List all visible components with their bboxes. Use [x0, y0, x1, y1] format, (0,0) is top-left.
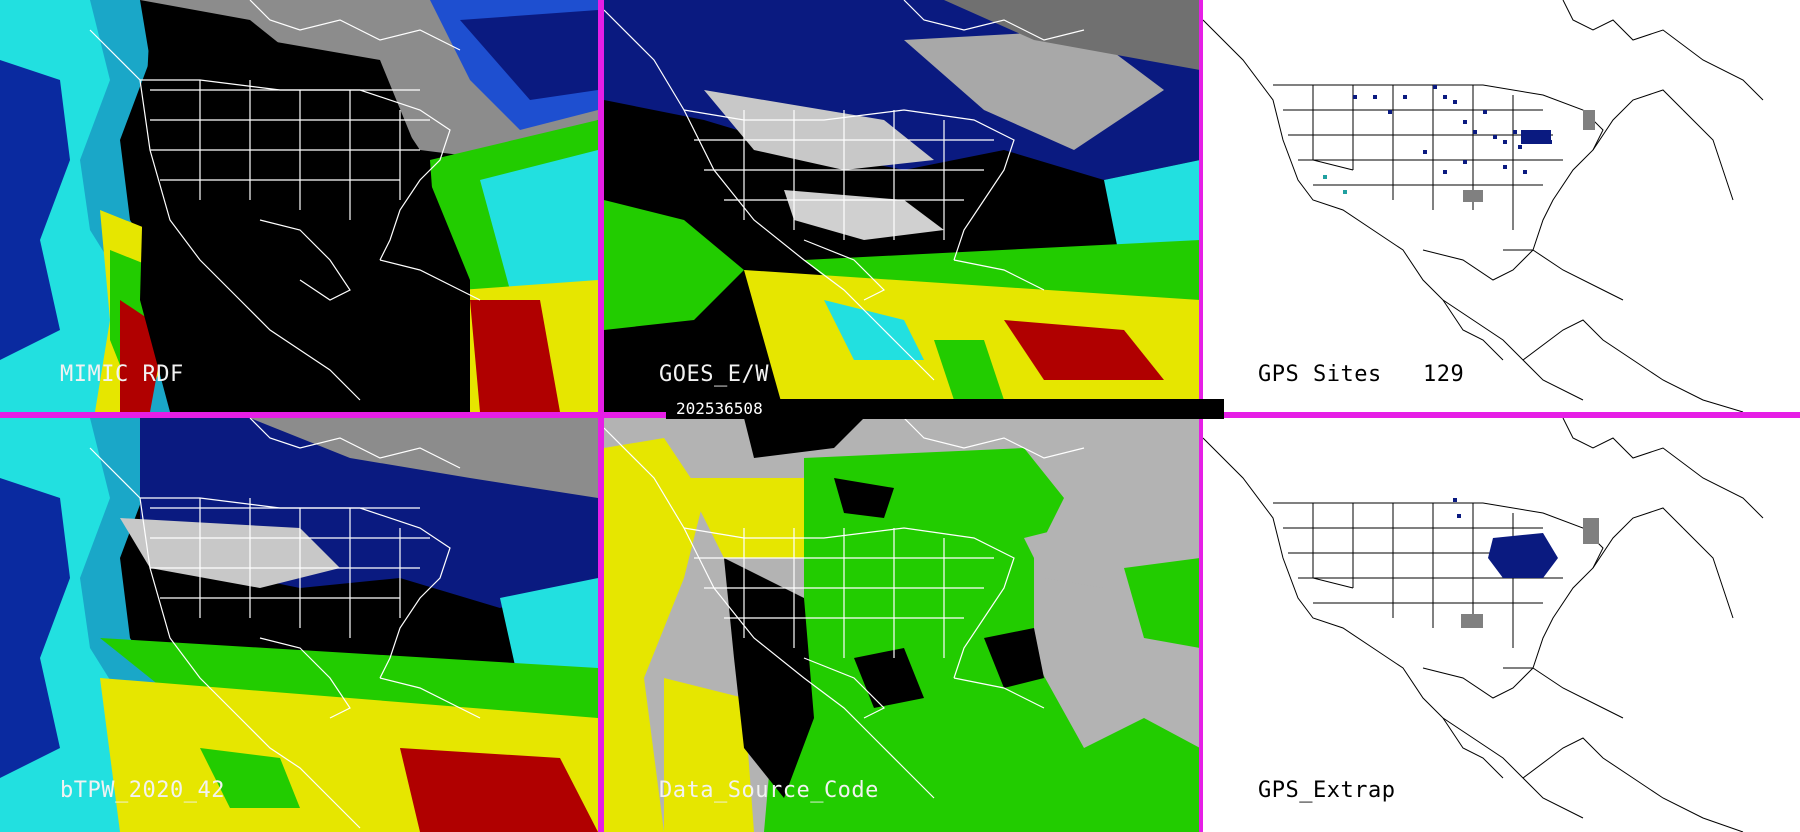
data-source-map	[604, 418, 1200, 832]
gps-extrap-label: GPS_Extrap	[1258, 778, 1396, 803]
mimic-rdf-map-panel: MIMIC RDF	[0, 0, 598, 412]
horizontal-separator-left	[0, 412, 598, 418]
btpw-map	[0, 418, 598, 832]
gps-sites-count: 129	[1422, 362, 1465, 387]
goes-ew-label: GOES_E/W	[659, 362, 769, 387]
timestamp-bar: 202536508	[666, 399, 1224, 419]
goes-ew-map	[604, 0, 1200, 412]
data-source-map-panel: Data_Source_Code	[604, 418, 1200, 832]
mimic-rdf-map	[0, 0, 598, 412]
gps-sites-label: GPS Sites 129	[1258, 362, 1464, 387]
gps-sites-title: GPS Sites	[1258, 362, 1382, 387]
gps-sites-map-panel: GPS Sites 129	[1203, 0, 1800, 412]
goes-ew-map-panel: GOES_E/W	[604, 0, 1200, 412]
gps-extrap-map-panel: GPS_Extrap	[1203, 418, 1800, 832]
vertical-separator-left	[598, 0, 604, 832]
gps-sites-map	[1203, 0, 1800, 412]
data-source-label: Data_Source_Code	[659, 778, 879, 803]
mimic-rdf-label: MIMIC RDF	[60, 362, 184, 387]
btpw-map-panel: bTPW_2020_42	[0, 418, 598, 832]
gps-extrap-map	[1203, 418, 1800, 832]
btpw-label: bTPW_2020_42	[60, 778, 225, 803]
